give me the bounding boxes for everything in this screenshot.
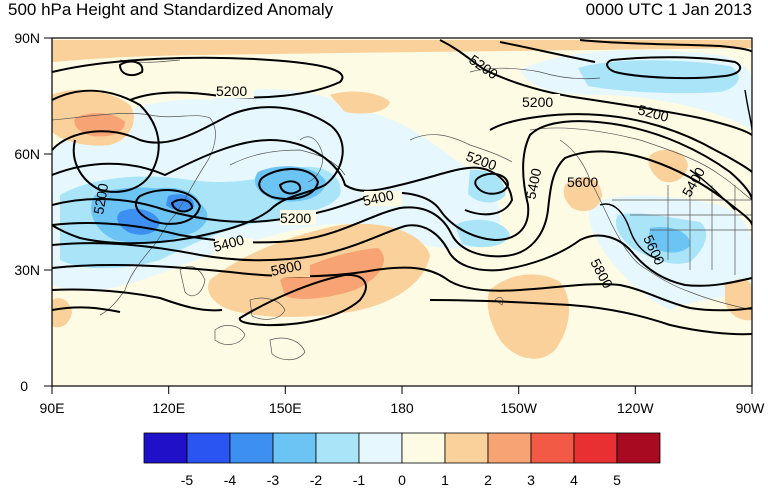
colorbar-label: -2 bbox=[310, 472, 323, 488]
axis-ticks bbox=[44, 37, 753, 394]
colorbar-label: 5 bbox=[613, 472, 621, 488]
contour-label: 5200 bbox=[636, 101, 670, 125]
anomaly-region-pos-8 bbox=[52, 298, 72, 328]
colorbar-bin bbox=[272, 432, 317, 464]
colorbar-bin bbox=[229, 432, 274, 464]
colorbar-label: -4 bbox=[224, 472, 237, 488]
contour-label: 5200 bbox=[216, 83, 247, 99]
colorbar-bin bbox=[616, 432, 661, 464]
anomaly-region-neg-strong-2 bbox=[254, 166, 326, 202]
anomaly-region-pos-9 bbox=[330, 91, 390, 114]
contour-label: 5600 bbox=[567, 174, 598, 190]
lon-label-150e: 150E bbox=[269, 400, 302, 416]
lon-label-180: 180 bbox=[390, 400, 414, 416]
colorbar-label: 2 bbox=[484, 472, 492, 488]
colorbar-bin bbox=[444, 432, 489, 464]
valid-time-label: 0000 UTC 1 Jan 2013 bbox=[585, 0, 752, 19]
anomaly-region-pos-5 bbox=[563, 177, 602, 212]
anomaly-region-pos-mod-1 bbox=[74, 113, 125, 137]
anomaly-region-neg-strong-4 bbox=[648, 226, 691, 253]
contour-label: 5800 bbox=[269, 257, 303, 279]
contour-label: 5200 bbox=[90, 182, 111, 216]
latitude-labels: 90N 60N 30N 0 bbox=[14, 30, 40, 394]
colorbar-label: 4 bbox=[570, 472, 578, 488]
contour-label: 5200 bbox=[522, 94, 553, 110]
anomaly-region-pos-4 bbox=[487, 274, 570, 359]
colorbar-label: 1 bbox=[441, 472, 449, 488]
colorbar-label: 0 bbox=[398, 472, 406, 488]
colorbar-bin bbox=[358, 432, 403, 464]
coastlines bbox=[52, 59, 752, 361]
contour-label: 5400 bbox=[361, 187, 395, 209]
longitude-labels: 90E 120E 150E 180 150W 120W 90W bbox=[40, 400, 766, 416]
contour-label: 5200 bbox=[280, 210, 311, 226]
anomaly-region-pos-1 bbox=[52, 40, 752, 62]
colorbar-bin bbox=[401, 432, 446, 464]
colorbar-bin bbox=[487, 432, 532, 464]
colorbar-bin bbox=[143, 432, 188, 464]
colorbar-bin bbox=[186, 432, 231, 464]
colorbar-label: -3 bbox=[267, 472, 280, 488]
colorbar-bin bbox=[573, 432, 618, 464]
lon-label-90w: 90W bbox=[736, 400, 766, 416]
colorbar-bin bbox=[530, 432, 575, 464]
colorbar-label: -5 bbox=[181, 472, 194, 488]
lat-label-60n: 60N bbox=[14, 146, 40, 162]
colorbar-label: 3 bbox=[527, 472, 535, 488]
colorbar-bin bbox=[315, 432, 360, 464]
lon-label-120w: 120W bbox=[617, 400, 654, 416]
lat-label-30n: 30N bbox=[14, 262, 40, 278]
colorbar-label: -1 bbox=[353, 472, 366, 488]
height-contours bbox=[52, 39, 752, 336]
lon-label-90e: 90E bbox=[40, 400, 65, 416]
lon-label-120e: 120E bbox=[152, 400, 185, 416]
chart-title: 500 hPa Height and Standardized Anomaly bbox=[8, 0, 334, 19]
lat-label-0: 0 bbox=[20, 378, 28, 394]
colorbar: -5 -4 -3 -2 -1 0 1 2 3 4 5 bbox=[143, 432, 661, 488]
lon-label-150w: 150W bbox=[500, 400, 537, 416]
lat-label-90n: 90N bbox=[14, 30, 40, 46]
contour-label: 5400 bbox=[212, 231, 246, 255]
contour-label: 5400 bbox=[522, 167, 544, 201]
